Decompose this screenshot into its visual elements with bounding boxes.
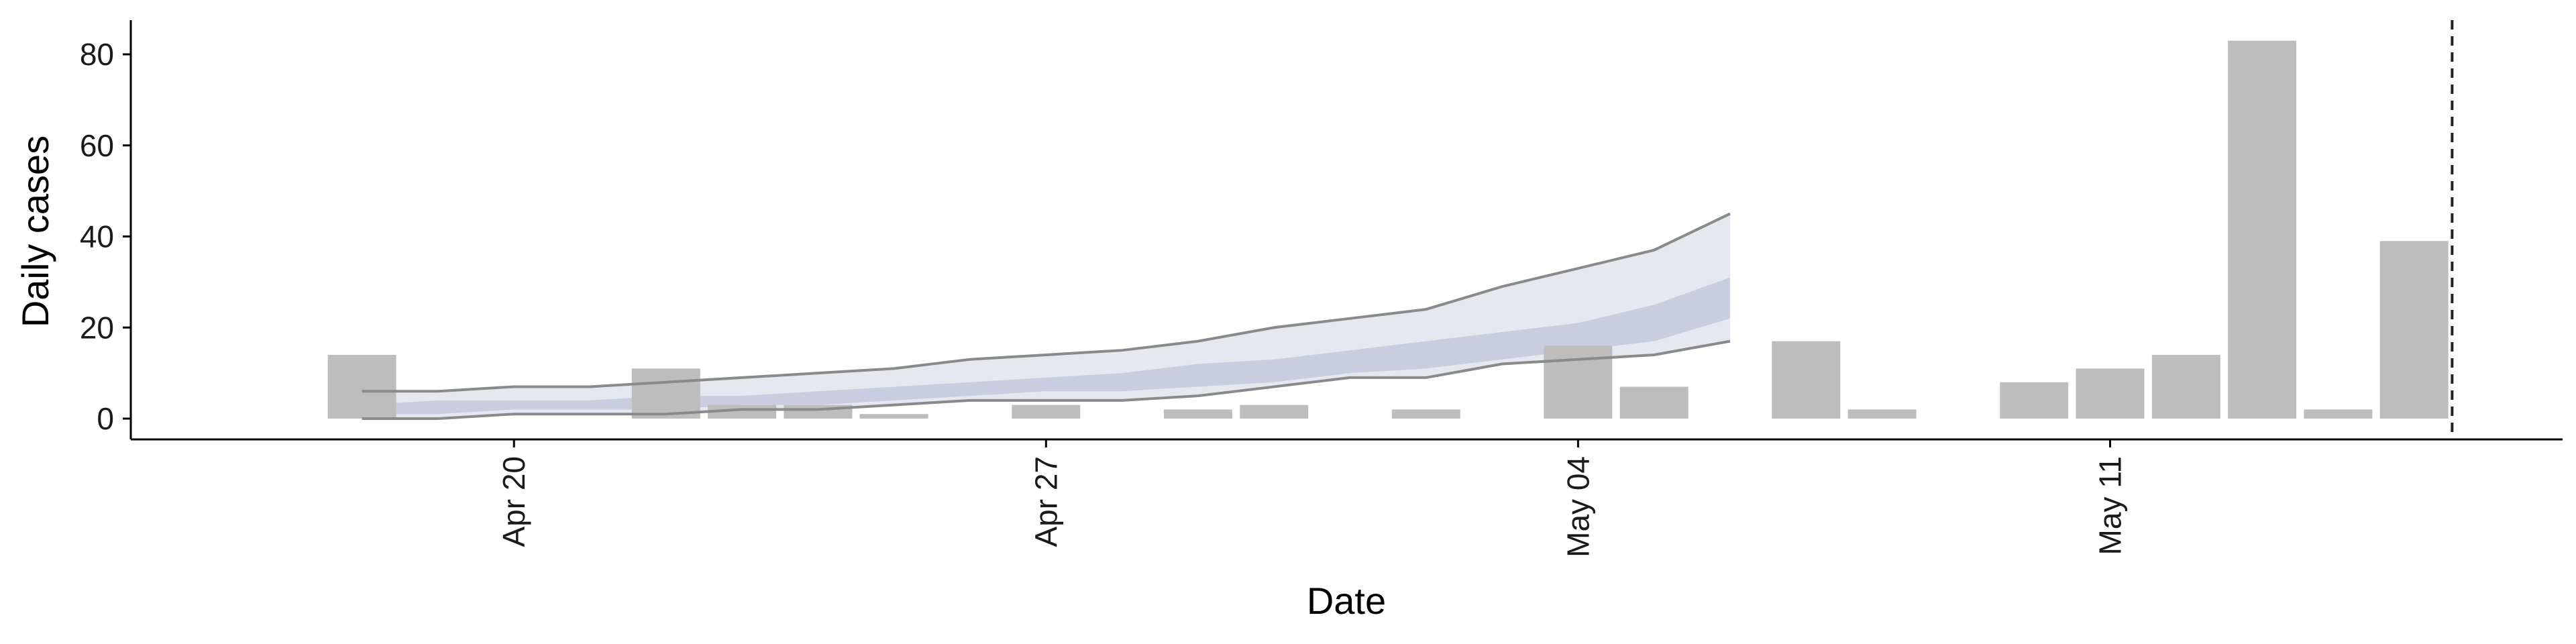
y-tick-label: 20 — [80, 310, 114, 345]
y-tick-label: 80 — [80, 37, 114, 72]
bar — [2228, 40, 2297, 419]
y-ticks: 0 20 40 60 80 — [80, 37, 131, 436]
x-tick-label: Apr 20 — [496, 456, 531, 547]
x-ticks: Apr 20 Apr 27 May 04 May 11 — [496, 439, 2128, 557]
nowcast-inner-band — [362, 277, 1730, 415]
bar — [1847, 409, 1917, 419]
nowcast-lower-line — [362, 339, 1731, 420]
x-tick-label: Apr 27 — [1028, 456, 1063, 547]
nowcast-bands — [362, 213, 1730, 419]
bar — [2304, 409, 2373, 419]
nowcast-upper-line — [362, 212, 1731, 393]
bar — [1619, 386, 1688, 419]
bar — [2151, 354, 2220, 419]
y-axis-title: Daily cases — [14, 136, 56, 327]
bar — [2000, 382, 2069, 419]
bar — [327, 354, 396, 419]
bar — [1772, 341, 1841, 419]
bar — [1240, 405, 1309, 419]
bar-series — [327, 40, 2449, 419]
y-tick-label: 40 — [80, 219, 114, 254]
bar — [2379, 241, 2449, 419]
bar — [631, 368, 700, 419]
bar — [1163, 409, 1232, 419]
bar — [1391, 409, 1460, 419]
x-tick-label: May 11 — [2093, 456, 2128, 555]
x-axis-title: Date — [1307, 580, 1386, 622]
y-tick-label: 0 — [97, 401, 114, 436]
bar — [859, 414, 928, 419]
bar — [2076, 368, 2145, 419]
y-tick-label: 60 — [80, 128, 114, 163]
nowcast-outline — [362, 212, 1731, 420]
axes — [129, 20, 2563, 441]
bar — [1012, 405, 1081, 419]
x-tick-label: May 04 — [1560, 456, 1595, 557]
